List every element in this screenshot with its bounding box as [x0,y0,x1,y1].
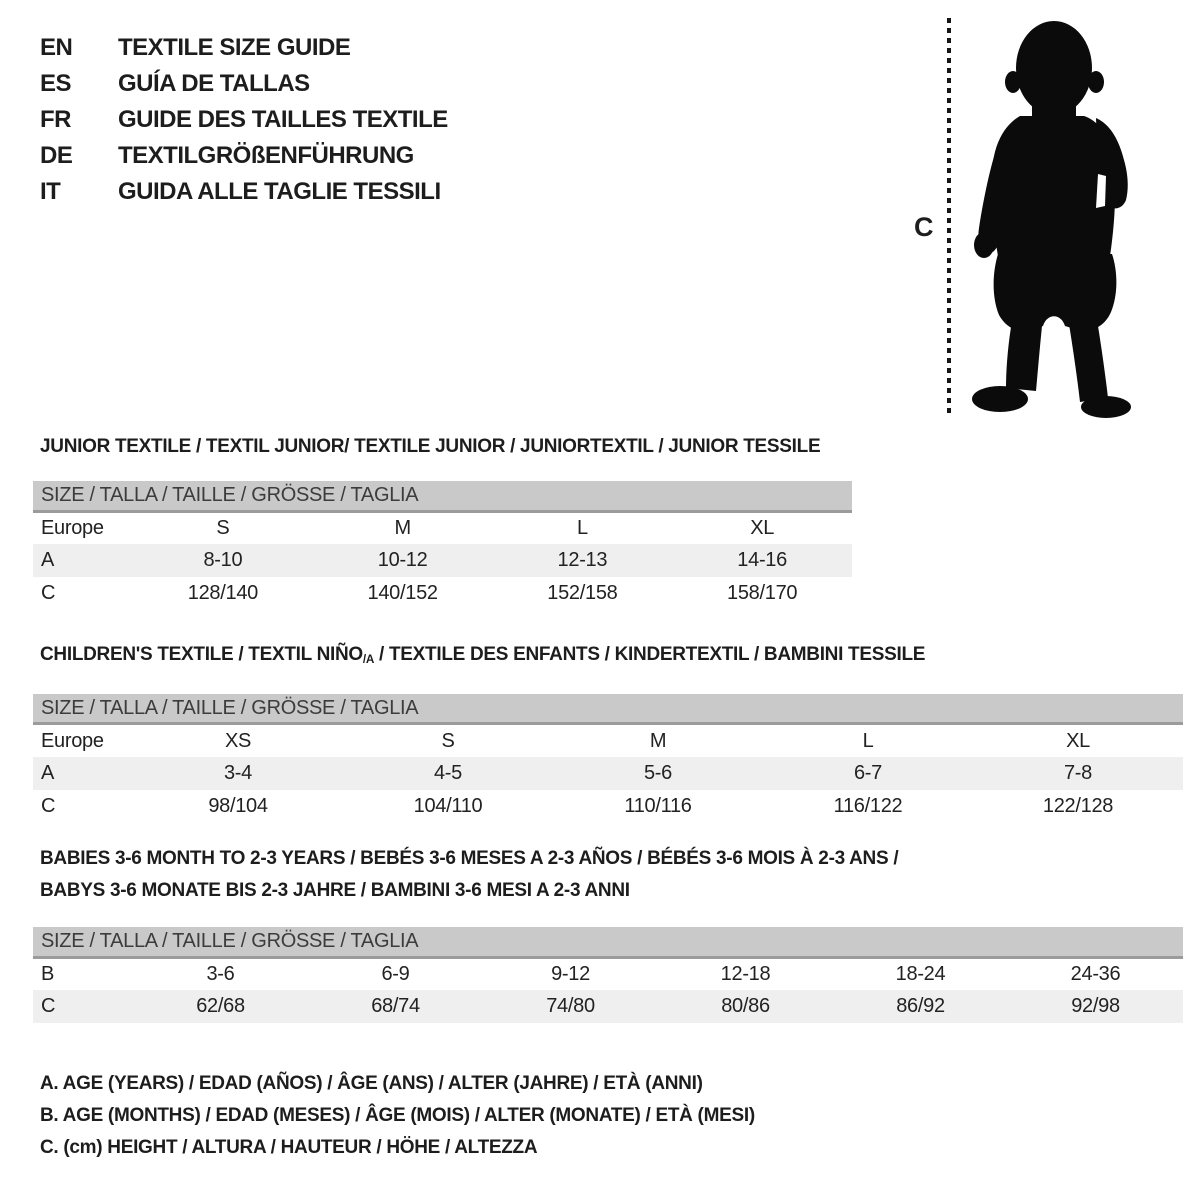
height-cell: 80/86 [658,990,833,1023]
row-label-height: C [41,582,56,604]
table-row: Europe S M L XL [33,511,852,544]
age-cell: 10-12 [312,544,493,577]
lang-code-de: DE [40,142,73,169]
legend-item-c: C. (cm) HEIGHT / ALTURA / HAUTEUR / HÖHE… [40,1137,538,1158]
lang-row-es: ES GUÍA DE TALLAS [40,66,448,102]
height-cell: 68/74 [308,990,483,1023]
height-cell: 98/104 [208,794,268,817]
lang-label-it: GUIDA ALLE TAGLIE TESSILI [118,178,441,205]
babies-section-title-line1: BABIES 3-6 MONTH TO 2-3 YEARS / BEBÉS 3-… [40,848,899,869]
height-cell: 152/158 [547,582,618,604]
height-measure-dashed-line [947,18,951,416]
junior-size-table-header: SIZE / TALLA / TAILLE / GRÖSSE / TAGLIA [33,481,852,513]
lang-label-es: GUÍA DE TALLAS [118,70,310,97]
children-size-table: SIZE / TALLA / TAILLE / GRÖSSE / TAGLIA … [33,693,1183,823]
lang-row-de: DE TEXTILGRÖßENFÜHRUNG [40,138,448,174]
age-cell: 12-13 [492,544,673,577]
row-label-height: C [41,794,56,817]
table-row: C 128/140 140/152 152/158 158/170 [33,577,852,610]
table-row: C 98/104 104/110 110/116 116/122 122/128 [33,790,1183,823]
age-cell: 14-16 [672,544,852,577]
legend-item-a: A. AGE (YEARS) / EDAD (AÑOS) / ÂGE (ANS)… [40,1073,703,1094]
age-cell: 5-6 [553,756,763,790]
row-label-europe: Europe [41,729,104,752]
age-cell: 24-36 [1070,962,1121,985]
size-cell: L [862,729,874,752]
age-cell: 18-24 [895,962,946,985]
children-title-post: / TEXTILE DES ENFANTS / KINDERTEXTIL / B… [374,644,926,665]
height-cell: 158/170 [727,582,798,604]
size-cell: M [649,729,667,752]
lang-label-fr: GUIDE DES TAILLES TEXTILE [118,106,448,133]
babies-size-table: SIZE / TALLA / TAILLE / GRÖSSE / TAGLIA … [33,927,1183,1023]
babies-section-title-line2: BABYS 3-6 MONATE BIS 2-3 JAHRE / BAMBINI… [40,880,630,901]
height-cell: 62/68 [133,990,308,1023]
size-cell: S [216,516,230,539]
size-cell: XL [750,516,775,539]
age-cell: 4-5 [343,756,553,790]
row-label-age: A [33,756,133,790]
children-size-table-header: SIZE / TALLA / TAILLE / GRÖSSE / TAGLIA [33,693,1183,726]
lang-code-es: ES [40,70,72,97]
lang-code-fr: FR [40,106,72,133]
height-cell: 74/80 [483,990,658,1023]
size-cell: M [394,516,411,539]
height-cell: 110/116 [624,794,692,817]
row-label-age-months: B [41,962,55,985]
lang-row-it: IT GUIDA ALLE TAGLIE TESSILI [40,174,448,210]
age-cell: 8-10 [133,544,313,577]
age-cell: 12-18 [720,962,771,985]
height-cell: 92/98 [1008,990,1183,1023]
table-row: A 3-4 4-5 5-6 6-7 7-8 [33,756,1183,790]
legend-item-b: B. AGE (MONTHS) / EDAD (MESES) / ÂGE (MO… [40,1105,755,1126]
children-section-title: CHILDREN'S TEXTILE / TEXTIL NIÑO/A / TEX… [33,645,1183,669]
size-cell: XL [1066,729,1090,752]
height-cell: 122/128 [1042,794,1114,817]
junior-size-table: SIZE / TALLA / TAILLE / GRÖSSE / TAGLIA … [33,481,852,610]
measure-legend: A. AGE (YEARS) / EDAD (AÑOS) / ÂGE (ANS)… [40,1068,755,1164]
table-row: C 62/68 68/74 74/80 80/86 86/92 92/98 [33,990,1183,1023]
row-label-height: C [33,990,133,1023]
age-cell: 6-9 [381,962,410,985]
table-row: B 3-6 6-9 9-12 12-18 18-24 24-36 [33,957,1183,990]
section-babies-textile: BABIES 3-6 MONTH TO 2-3 YEARS / BEBÉS 3-… [33,849,1183,1023]
section-children-textile: CHILDREN'S TEXTILE / TEXTIL NIÑO/A / TEX… [33,645,1183,823]
lang-code-en: EN [40,34,73,61]
row-label-europe: Europe [41,516,104,539]
section-junior-textile: JUNIOR TEXTILE / TEXTIL JUNIOR/ TEXTILE … [33,437,852,610]
size-cell: XS [224,729,252,752]
height-cell: 86/92 [833,990,1008,1023]
children-title-subscript: /A [362,652,375,666]
table-row: A 8-10 10-12 12-13 14-16 [33,544,852,577]
height-cell: 140/152 [367,582,439,604]
junior-section-title: JUNIOR TEXTILE / TEXTIL JUNIOR/ TEXTILE … [40,436,821,457]
toddler-silhouette-icon [972,21,1131,418]
height-cell: 116/122 [833,794,903,817]
age-cell: 9-12 [551,962,590,985]
children-title-pre: CHILDREN'S TEXTILE / TEXTIL NIÑO [40,644,363,665]
language-header: EN TEXTILE SIZE GUIDE ES GUÍA DE TALLAS … [40,30,448,210]
height-measure-label: C [914,212,934,242]
table-row: Europe XS S M L XL [33,724,1183,757]
height-cell: 104/110 [413,794,483,817]
babies-size-table-header: SIZE / TALLA / TAILLE / GRÖSSE / TAGLIA [33,927,1183,959]
size-cell: S [441,729,455,752]
lang-code-it: IT [40,178,61,205]
lang-label-en: TEXTILE SIZE GUIDE [118,34,351,61]
age-cell: 3-4 [133,756,343,790]
lang-row-en: EN TEXTILE SIZE GUIDE [40,30,448,66]
size-cell: L [576,516,588,539]
age-cell: 3-6 [206,962,235,985]
age-cell: 6-7 [763,756,973,790]
lang-label-de: TEXTILGRÖßENFÜHRUNG [118,142,414,169]
height-cell: 128/140 [187,582,259,604]
lang-row-fr: FR GUIDE DES TAILLES TEXTILE [40,102,448,138]
age-cell: 7-8 [973,756,1183,790]
row-label-age: A [33,544,133,577]
